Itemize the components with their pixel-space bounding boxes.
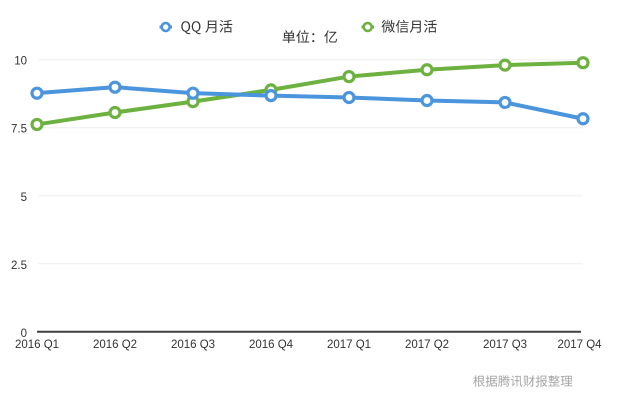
svg-text:10: 10 bbox=[14, 56, 27, 68]
svg-text:2017 Q4: 2017 Q4 bbox=[557, 339, 602, 351]
svg-text:2016 Q1: 2016 Q1 bbox=[15, 339, 59, 351]
svg-text:0: 0 bbox=[21, 328, 27, 340]
svg-text:2017 Q1: 2017 Q1 bbox=[327, 339, 371, 351]
svg-text:2016 Q2: 2016 Q2 bbox=[93, 339, 137, 351]
svg-text:2.5: 2.5 bbox=[11, 260, 27, 272]
svg-text:2017 Q2: 2017 Q2 bbox=[405, 339, 449, 351]
svg-text:5: 5 bbox=[21, 192, 27, 204]
svg-text:2016 Q3: 2016 Q3 bbox=[171, 339, 215, 351]
svg-text:2017 Q3: 2017 Q3 bbox=[483, 339, 527, 351]
svg-text:2016 Q4: 2016 Q4 bbox=[249, 339, 294, 351]
svg-text:7.5: 7.5 bbox=[11, 124, 27, 136]
